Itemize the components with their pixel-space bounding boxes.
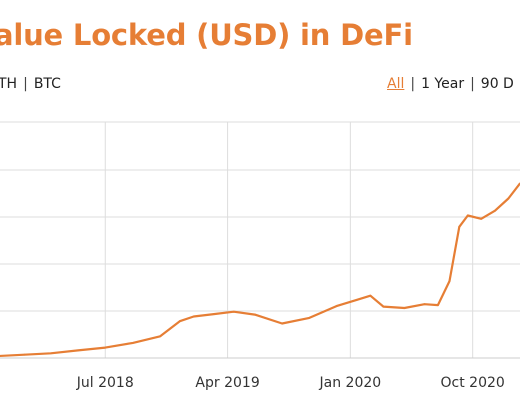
x-tick-label: Jan 2020 [319,375,382,391]
data-point [480,217,483,220]
data-point [232,310,235,313]
data-point [436,304,439,307]
data-point [458,225,461,228]
range-tab-1-year[interactable]: 1 Year [421,76,465,92]
x-tick-label: Jul 2018 [76,375,134,391]
data-point [507,197,510,200]
range-tab-90-days[interactable]: 90 D [480,76,514,92]
data-point [104,346,107,349]
x-tick-label: Oct 2020 [441,375,505,391]
range-selector: All | 1 Year | 90 D [387,76,514,92]
range-tab-all[interactable]: All [387,76,405,92]
data-point [423,303,426,306]
unit-tab-eth[interactable]: TH [0,76,18,92]
data-point [132,341,134,344]
nav-separator: | [23,76,28,92]
page-title: alue Locked (USD) in DeFi [0,18,413,52]
series-line [0,182,520,358]
data-point [178,320,181,323]
data-point [281,322,283,325]
nav-separator: | [470,76,475,92]
data-point [253,313,256,316]
data-point [448,280,451,282]
unit-tab-btc[interactable]: BTC [33,76,61,92]
nav-separator: | [410,76,416,92]
data-point [192,315,195,318]
data-point [494,209,496,212]
data-point [23,353,26,356]
data-point [335,305,338,307]
data-point [355,299,358,301]
unit-selector: TH | BTC [0,76,61,92]
data-point [77,349,79,352]
data-point [466,214,469,217]
data-point [308,316,311,319]
data-point [159,335,162,338]
data-point [403,307,406,309]
data-point [49,352,52,355]
x-tick-label: Apr 2019 [195,375,259,391]
data-point [369,294,372,297]
data-point [212,313,215,316]
data-point [382,305,385,308]
